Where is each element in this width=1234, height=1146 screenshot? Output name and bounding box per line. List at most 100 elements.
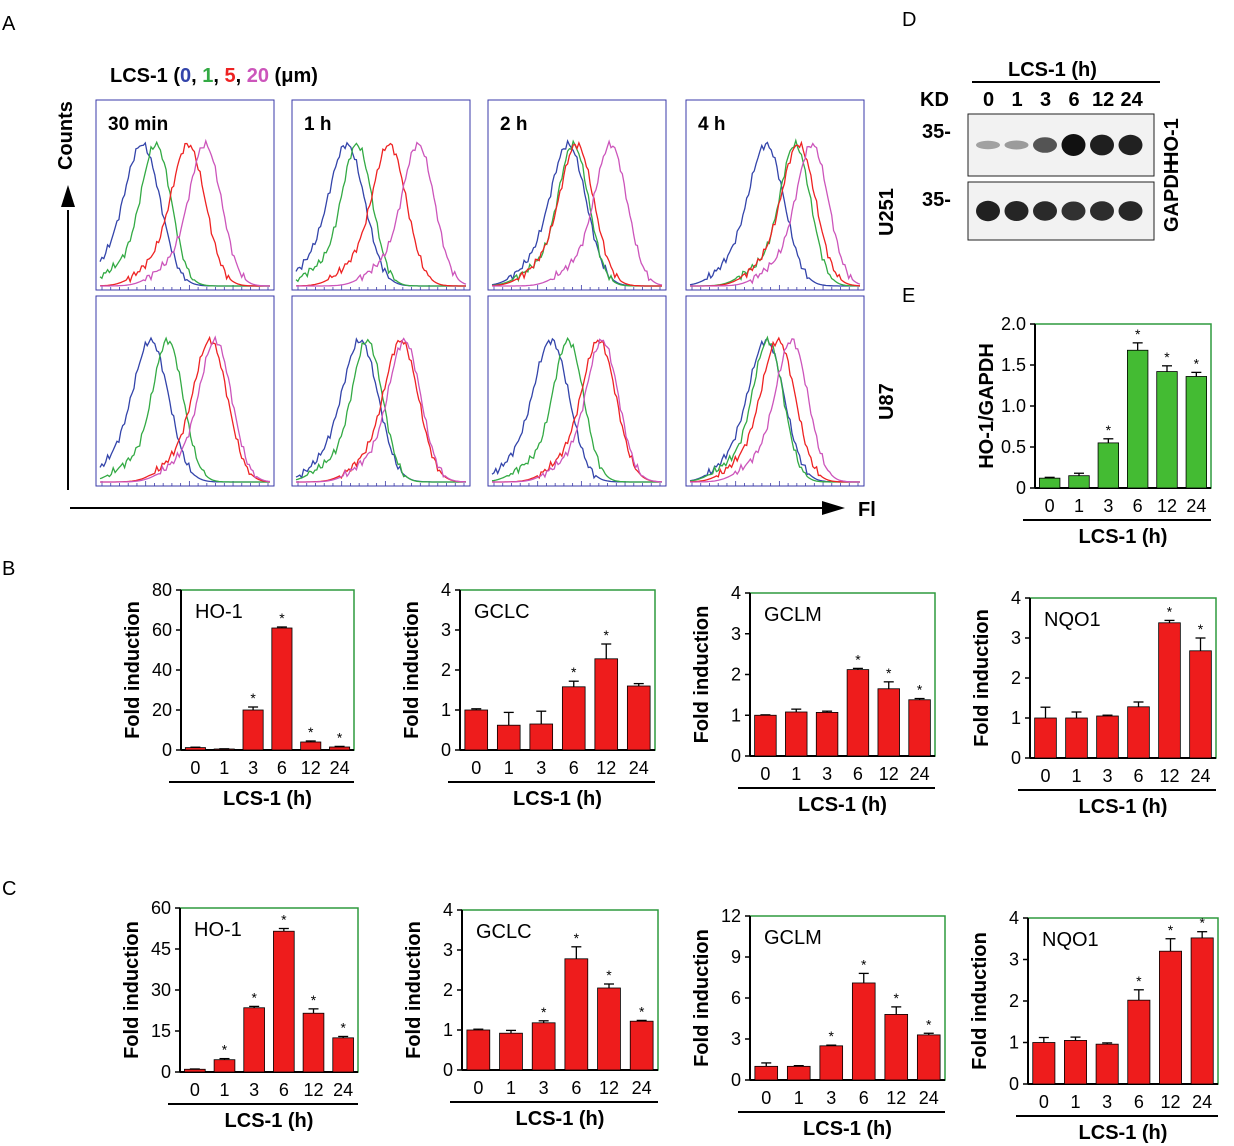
x-tick-label: 3 — [1103, 496, 1113, 516]
bar — [1065, 717, 1088, 759]
x-tick-label: 0 — [473, 1078, 483, 1098]
x-tick-label: 12 — [879, 764, 899, 784]
y-tick-label: 4 — [443, 900, 453, 920]
y-tick-label: 0 — [731, 746, 741, 766]
y-axis-label: Fold induction — [403, 921, 425, 1059]
x-tick-label: 0 — [1039, 1092, 1049, 1112]
flow-legend-text: LCS-1 (0, 1, 5, 20 (μm) — [110, 65, 318, 87]
counts-axis-label: Counts — [55, 101, 77, 170]
flow-legend-prefix: LCS-1 ( — [110, 65, 180, 87]
x-axis-label: LCS-1 (h) — [223, 788, 312, 810]
bar — [329, 746, 351, 751]
y-tick-label: 30 — [151, 980, 171, 1000]
y-tick-label: 0 — [443, 1060, 453, 1080]
significance-star: * — [1199, 915, 1205, 931]
histogram-curve — [100, 138, 271, 287]
blot-treatment-label: LCS-1 (h) — [1008, 59, 1097, 81]
panel-label-c: C — [2, 878, 16, 900]
y-tick-label: 4 — [1011, 588, 1021, 608]
bar — [531, 1022, 556, 1071]
y-tick-label: 3 — [443, 940, 453, 960]
flow-legend-dose: 5 — [225, 65, 236, 87]
histogram-curve — [99, 336, 270, 483]
bar — [184, 1068, 206, 1073]
y-tick-label: 2 — [731, 665, 741, 685]
x-tick-label: 6 — [1133, 766, 1143, 786]
bar — [332, 1037, 354, 1073]
significance-star: * — [829, 1028, 835, 1044]
y-tick-label: 4 — [731, 583, 741, 603]
x-tick-label: 0 — [471, 758, 481, 778]
bar — [564, 958, 589, 1071]
y-tick-label: 15 — [151, 1021, 171, 1041]
x-tick-label: 12 — [599, 1078, 619, 1098]
significance-star: * — [571, 664, 577, 680]
y-tick-label: 9 — [731, 947, 741, 967]
bar — [271, 627, 293, 751]
blot-band — [1090, 201, 1114, 221]
y-axis-label: Fold induction — [969, 932, 991, 1070]
y-tick-label: 1.5 — [1001, 355, 1026, 375]
bar — [1032, 1042, 1056, 1085]
x-tick-label: 24 — [629, 758, 649, 778]
y-tick-label: 60 — [152, 620, 172, 640]
histogram-curve — [99, 142, 270, 287]
blot-protein-label: HO-1 — [1161, 118, 1183, 166]
y-tick-label: 3 — [1011, 628, 1021, 648]
cell-line-labels: U251 U87 — [876, 188, 898, 420]
histogram-frame — [291, 295, 471, 487]
bar — [1158, 622, 1181, 759]
significance-star: * — [926, 1016, 932, 1032]
histogram-curve — [491, 336, 662, 483]
blot-band — [1033, 137, 1057, 153]
panel-label-d: D — [902, 9, 916, 31]
blot-band — [1033, 201, 1057, 221]
histogram-curve — [492, 338, 662, 483]
x-tick-label: 3 — [539, 1078, 549, 1098]
y-axis-label: Fold induction — [691, 606, 713, 744]
blot-lane-label: 6 — [1069, 89, 1080, 111]
histogram-frame — [95, 99, 275, 291]
chart-title: NQO1 — [1042, 929, 1099, 951]
histogram-curve — [690, 140, 861, 287]
blot-lane-label: 0 — [983, 89, 994, 111]
histogram-curve — [689, 336, 860, 483]
bar — [846, 669, 870, 757]
x-tick-label: 1 — [504, 758, 514, 778]
bar — [499, 1032, 523, 1071]
x-tick-label: 3 — [249, 1080, 259, 1100]
bar — [1096, 715, 1119, 759]
bar — [819, 1045, 844, 1081]
flow-legend-dose: 1 — [202, 65, 213, 87]
bar — [302, 1012, 325, 1073]
blot-band — [976, 200, 1000, 222]
flow-legend: LCS-1 (0, 1, 5, 20 (μm) — [110, 65, 318, 87]
significance-star: * — [639, 1003, 645, 1019]
y-tick-label: 3 — [731, 1029, 741, 1049]
y-tick-label: 0 — [1011, 748, 1021, 768]
y-tick-label: 3 — [441, 620, 451, 640]
chart-title: HO-1 — [194, 919, 242, 941]
x-tick-label: 12 — [596, 758, 616, 778]
histogram-curve — [690, 338, 860, 483]
x-tick-label: 6 — [277, 758, 287, 778]
significance-star: * — [1168, 922, 1174, 938]
histogram-curve — [295, 141, 466, 287]
bar — [754, 1065, 779, 1081]
bar — [466, 1029, 491, 1071]
blot-lane-label: 3 — [1040, 89, 1051, 111]
flow-legend-suffix: (μm) — [269, 65, 318, 87]
significance-star: * — [1198, 621, 1204, 637]
blot-lane-label: 24 — [1121, 89, 1144, 111]
x-tick-label: 1 — [1070, 1092, 1080, 1112]
significance-star: * — [855, 651, 861, 667]
y-tick-label: 80 — [152, 580, 172, 600]
x-axis-label: LCS-1 (h) — [803, 1118, 892, 1140]
x-tick-label: 1 — [794, 1088, 804, 1108]
bar — [184, 747, 206, 751]
y-tick-label: 2 — [443, 980, 453, 1000]
y-axis-label: HO-1/GAPDH — [976, 343, 998, 469]
histogram-curve — [296, 142, 466, 287]
